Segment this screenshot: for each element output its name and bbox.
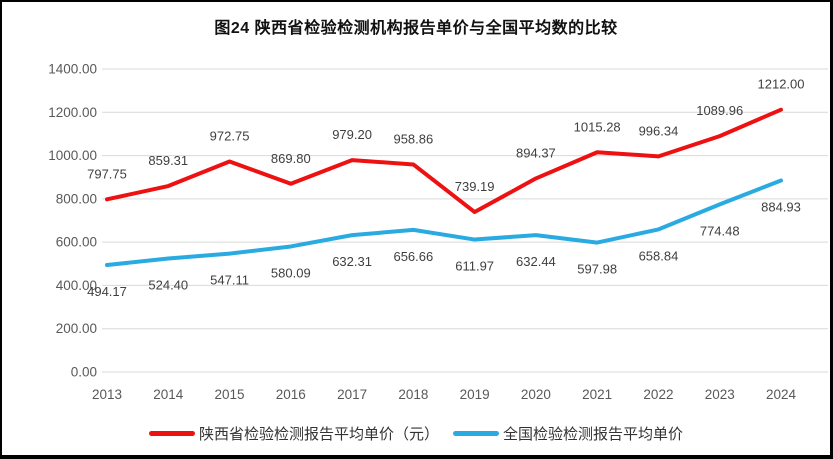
data-label: 979.20 [332, 127, 372, 142]
data-label: 580.09 [271, 265, 311, 280]
chart-legend: 陕西省检验检测报告平均单价（元） 全国检验检测报告平均单价 [2, 423, 830, 444]
x-axis-tick-label: 2019 [460, 387, 490, 402]
series-line-shaanxi [105, 107, 783, 215]
data-label: 632.31 [332, 254, 372, 269]
data-label: 859.31 [148, 153, 188, 168]
data-label: 597.98 [577, 262, 617, 277]
data-label: 958.86 [393, 131, 433, 146]
y-axis-tick-label: 0.00 [71, 365, 97, 380]
x-axis-tick-label: 2024 [766, 387, 797, 402]
data-label: 972.75 [210, 128, 250, 143]
data-label: 611.97 [455, 259, 494, 274]
x-axis-tick-label: 2016 [276, 387, 306, 402]
y-axis-tick-label: 1200.00 [48, 105, 97, 120]
data-label: 739.19 [455, 179, 495, 194]
x-axis-tick-label: 2018 [398, 387, 428, 402]
y-axis-tick-label: 1400.00 [48, 62, 97, 77]
legend-label-shaanxi: 陕西省检验检测报告平均单价（元） [198, 426, 439, 443]
legend-swatch-shaanxi-red-line-icon [148, 431, 195, 436]
data-label: 547.11 [210, 273, 249, 288]
legend-item-shaanxi: 陕西省检验检测报告平均单价（元） [148, 423, 439, 444]
x-axis-tick-label: 2020 [521, 387, 551, 402]
legend-swatch-national-blue-line-icon [453, 431, 499, 436]
data-label: 774.48 [700, 223, 740, 238]
data-label: 494.17 [87, 284, 127, 299]
x-axis-tick-label: 2017 [337, 387, 367, 402]
x-axis-tick-label: 2014 [153, 387, 184, 402]
legend-label-national: 全国检验检测报告平均单价 [503, 426, 684, 443]
data-label: 884.93 [761, 199, 801, 214]
series-line-national [105, 178, 783, 268]
data-label: 1212.00 [758, 77, 805, 92]
y-axis-tick-label: 200.00 [56, 321, 97, 336]
data-label: 996.34 [639, 123, 679, 138]
x-axis-tick-label: 2022 [643, 387, 673, 402]
chart-title: 图24 陕西省检验检测机构报告单价与全国平均数的比较 [214, 20, 618, 37]
x-axis-tick-label: 2023 [705, 387, 735, 402]
x-axis-tick-label: 2015 [215, 387, 245, 402]
data-label: 656.66 [393, 249, 433, 264]
y-axis-tick-label: 800.00 [56, 191, 97, 206]
y-axis-tick-label: 1000.00 [48, 148, 97, 163]
data-label: 658.84 [639, 248, 679, 263]
data-label: 797.75 [87, 166, 127, 181]
data-label: 1089.96 [696, 103, 743, 118]
data-label: 632.44 [516, 254, 556, 269]
legend-item-national: 全国检验检测报告平均单价 [453, 423, 683, 444]
data-label: 524.40 [148, 278, 188, 293]
x-axis-tick-label: 2021 [582, 387, 612, 402]
data-label: 894.37 [516, 145, 556, 160]
line-chart-plot-area: 0.00 200.00 400.00 600.00 800.00 1000.00 1200.… [48, 62, 828, 402]
x-axis-tick-label: 2013 [92, 387, 122, 402]
data-label: 1015.28 [574, 119, 621, 134]
data-label: 869.80 [271, 151, 311, 166]
y-axis-tick-label: 600.00 [56, 235, 97, 250]
y-axis-tick-label: 400.00 [56, 278, 97, 293]
